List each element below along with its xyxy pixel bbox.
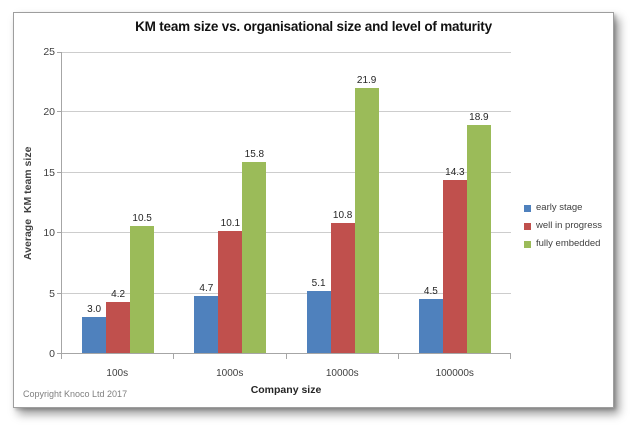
- chart-title: KM team size vs. organisational size and…: [135, 19, 492, 34]
- y-tick-label: 20: [43, 106, 55, 119]
- bar: 10.1: [218, 218, 243, 353]
- gridline: [62, 52, 511, 53]
- bar: 15.8: [242, 149, 267, 353]
- bar: 10.8: [330, 210, 355, 353]
- bar-data-label: 18.9: [469, 111, 489, 123]
- y-axis-tickmark: [57, 52, 61, 53]
- bar: 4.5: [418, 286, 443, 353]
- plot-area: 3.0 4.2 10.5 4.7 10.1 15.8 5.1 10.8 21.9 4.5 14.3 1…: [57, 52, 511, 359]
- bar-data-label: 3.0: [87, 303, 102, 315]
- x-axis-title: Company size: [250, 384, 322, 396]
- bar-data-label: 21.9: [356, 75, 377, 87]
- bar-data-label: 10.1: [220, 218, 241, 229]
- bar: 21.9: [354, 75, 379, 353]
- legend-item: fully embedded: [524, 238, 602, 250]
- bar-data-label: 14.3: [445, 167, 465, 179]
- y-tick-label: 15: [43, 166, 55, 179]
- copyright-text: Copyright Knoco Ltd 2017: [23, 389, 128, 399]
- x-axis-tickmark: [285, 354, 287, 359]
- bar-data-label: 4.2: [111, 289, 126, 301]
- y-axis-tickmark: [57, 292, 61, 294]
- y-tick-label: 10: [43, 227, 55, 240]
- legend-item: well in progress: [524, 220, 602, 232]
- bar-groups: 3.0 4.2 10.5 4.7 10.1 15.8 5.1 10.8 21.9 4.5 14.3 1…: [62, 52, 511, 353]
- y-axis-tickmark: [57, 111, 61, 113]
- y-axis-tickmark: [57, 171, 61, 173]
- bar-data-label: 10.5: [132, 213, 152, 225]
- gridline: [62, 232, 511, 234]
- y-axis-tickmark: [57, 353, 61, 354]
- bar: 3.0: [82, 304, 107, 353]
- legend-item: early stage: [524, 202, 602, 214]
- bar: 4.7: [194, 283, 219, 353]
- x-axis-tickmark: [510, 354, 511, 359]
- chart-card: KM team size vs. organisational size and…: [13, 12, 614, 408]
- bar-data-label: 10.8: [332, 209, 353, 221]
- legend-swatch: [524, 204, 531, 212]
- bar: 4.2: [106, 289, 131, 353]
- y-axis-tickmark: [57, 232, 61, 234]
- bar-group: 3.0 4.2 10.5: [62, 52, 174, 353]
- bar-data-label: 15.8: [244, 149, 265, 161]
- legend: early stage well in progress fully embedde…: [524, 202, 602, 256]
- bar-data-label: 4.7: [199, 283, 214, 295]
- x-axis-tickmark: [397, 354, 399, 359]
- category-label: 100000s: [435, 368, 474, 379]
- legend-swatch: [524, 222, 531, 230]
- y-tick-label: 0: [49, 348, 55, 360]
- legend-swatch: [524, 240, 531, 248]
- legend-label: well in progress: [536, 220, 602, 231]
- bar-data-label: 5.1: [311, 278, 326, 290]
- x-axis-tickmark: [173, 354, 175, 359]
- legend-label: early stage: [536, 202, 583, 213]
- category-label: 1000s: [216, 368, 244, 379]
- bar-group: 4.7 10.1 15.8: [174, 52, 286, 353]
- y-tick-label: 25: [43, 46, 55, 58]
- category-labels: 100s 1000s 10000s 100000s: [61, 368, 511, 379]
- gridline: [62, 171, 511, 173]
- bar: 5.1: [306, 278, 331, 353]
- x-axis-tickmark: [61, 354, 62, 359]
- legend-label: fully embedded: [536, 238, 601, 249]
- bar-data-label: 4.5: [423, 285, 438, 297]
- gridline: [62, 111, 511, 113]
- y-axis-title: Average KM team size: [22, 146, 34, 260]
- bar-group: 5.1 10.8 21.9: [287, 52, 399, 353]
- category-label: 10000s: [325, 368, 359, 379]
- bar: 14.3: [442, 167, 467, 353]
- bar: 18.9: [466, 112, 491, 353]
- bar-group: 4.5 14.3 18.9: [399, 52, 511, 353]
- y-tick-label: 5: [49, 287, 55, 300]
- bar: 10.5: [130, 213, 155, 353]
- gridline: [62, 292, 511, 294]
- category-label: 100s: [106, 368, 129, 379]
